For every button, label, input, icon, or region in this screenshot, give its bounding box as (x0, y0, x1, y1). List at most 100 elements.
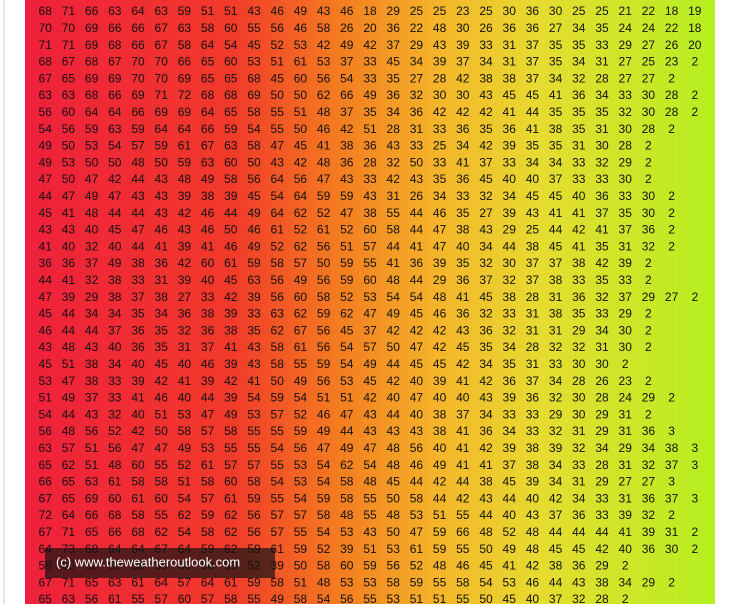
grid-value: 29 (410, 38, 424, 52)
grid-value: 25 (433, 4, 447, 18)
grid-value: 37 (549, 592, 563, 604)
grid-value: 26 (665, 38, 679, 52)
grid-value: 47 (433, 223, 447, 237)
grid-value: 52 (271, 239, 285, 253)
grid-value: 55 (247, 424, 261, 438)
grid-value: 40 (410, 407, 424, 421)
grid-value: 64 (62, 508, 76, 522)
grid-value: 33 (433, 122, 447, 136)
grid-value: 49 (271, 592, 285, 604)
grid-value: 45 (526, 88, 540, 102)
grid-value: 68 (247, 71, 261, 85)
grid-value: 42 (456, 357, 470, 371)
grid-value: 37 (456, 55, 470, 69)
grid-value: 48 (387, 458, 401, 472)
grid-value: 35 (572, 38, 586, 52)
grid-value: 31 (619, 239, 633, 253)
grid-value: 29 (595, 475, 609, 489)
grid-value: 41 (456, 424, 470, 438)
grid-value: 62 (340, 307, 354, 321)
grid-value: 43 (526, 206, 540, 220)
grid-value: 1 (19, 239, 26, 253)
grid-value: 51 (294, 575, 308, 589)
grid-value: 31 (549, 323, 563, 337)
grid-value: 50 (294, 122, 308, 136)
grid-value: 64 (294, 189, 308, 203)
grid-value: 46 (39, 323, 53, 337)
grid-value: 43 (131, 189, 145, 203)
grid-value: 54 (39, 407, 53, 421)
grid-value: 28 (619, 139, 633, 153)
grid-value: 31 (572, 139, 586, 153)
grid-value: 41 (503, 559, 517, 573)
grid-value: 45 (549, 239, 563, 253)
grid-value: 48 (62, 340, 76, 354)
grid-value: 51 (271, 55, 285, 69)
grid-value: 43 (317, 4, 331, 18)
grid-value: 33 (572, 458, 586, 472)
grid-value: 43 (363, 407, 377, 421)
grid-value: 44 (131, 206, 145, 220)
grid-value: 32 (572, 340, 586, 354)
grid-value: 56 (410, 441, 424, 455)
grid-value: 40 (131, 407, 145, 421)
grid-value: 53 (340, 525, 354, 539)
grid-value: 27 (619, 71, 633, 85)
grid-value: 34 (595, 88, 609, 102)
grid-value: 31 (595, 122, 609, 136)
grid-value: 67 (201, 139, 215, 153)
grid-value: 35 (595, 21, 609, 35)
grid-value: 52 (340, 290, 354, 304)
grid-value: 62 (62, 458, 76, 472)
grid-value: 45 (155, 357, 169, 371)
grid-value: 43 (178, 223, 192, 237)
grid-value: 50 (317, 256, 331, 270)
grid-value: 58 (271, 340, 285, 354)
grid-value: 47 (108, 189, 122, 203)
grid-value: 41 (456, 374, 470, 388)
grid-value: 43 (479, 491, 493, 505)
grid-value: 49 (39, 155, 53, 169)
grid-value: 2 (645, 172, 652, 186)
grid-value: 50 (108, 155, 122, 169)
grid-value: 29 (387, 4, 401, 18)
grid-value: 43 (271, 155, 285, 169)
grid-value: 42 (387, 323, 401, 337)
grid-value: 51 (433, 592, 447, 604)
grid-value: 36 (526, 391, 540, 405)
grid-value: 6 (19, 559, 26, 573)
grid-value: 31 (526, 357, 540, 371)
grid-value: 3 (19, 122, 26, 136)
grid-value: 59 (317, 307, 331, 321)
grid-value: 60 (340, 559, 354, 573)
grid-value: 46 (294, 21, 308, 35)
grid-value: 44 (85, 323, 99, 337)
grid-value: 61 (108, 592, 122, 604)
grid-value: 50 (387, 340, 401, 354)
grid-value: 58 (317, 508, 331, 522)
grid-value: 36 (526, 21, 540, 35)
grid-value: 32 (410, 88, 424, 102)
grid-value: 72 (178, 88, 192, 102)
grid-value: 53 (387, 542, 401, 556)
grid-value: 59 (317, 189, 331, 203)
grid-value: 25 (479, 4, 493, 18)
grid-value: 48 (340, 508, 354, 522)
grid-value: 65 (224, 71, 238, 85)
grid-value: 34 (479, 407, 493, 421)
grid-value: 35 (479, 122, 493, 136)
grid-value: 59 (85, 122, 99, 136)
grid-value: 41 (549, 88, 563, 102)
grid-value: 59 (131, 122, 145, 136)
grid-value: 32 (85, 273, 99, 287)
grid-value: 49 (224, 407, 238, 421)
grid-value: 29 (503, 223, 517, 237)
grid-value: 35 (549, 139, 563, 153)
grid-value: 28 (665, 88, 679, 102)
grid-value: 37 (526, 55, 540, 69)
grid-value: 18 (688, 21, 702, 35)
grid-value: 27 (642, 38, 656, 52)
grid-value: 35 (456, 256, 470, 270)
grid-value: 65 (201, 71, 215, 85)
grid-value: 50 (294, 559, 308, 573)
